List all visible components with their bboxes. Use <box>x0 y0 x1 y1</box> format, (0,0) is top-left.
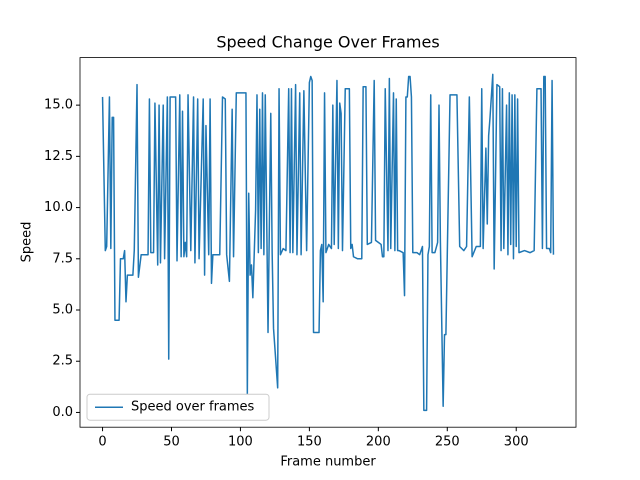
x-tick-label: 250 <box>435 435 460 450</box>
line <box>101 73 555 412</box>
y-tick-label: 12.5 <box>44 149 73 164</box>
x-tick-label: 300 <box>504 435 529 450</box>
y-axis-label: Speed <box>20 222 35 263</box>
chart-title: Speed Change Over Frames <box>216 33 439 52</box>
x-axis-label: Frame number <box>280 455 376 470</box>
y-tick-label: 10.0 <box>44 200 73 215</box>
x-tick-label: 50 <box>163 435 180 450</box>
legend-box <box>86 393 270 421</box>
legend-label: Speed over frames <box>131 400 255 415</box>
x-tick-label: 0 <box>98 435 106 450</box>
plot-frame <box>79 57 577 428</box>
y-tick-label: 5.0 <box>52 303 73 318</box>
y-tick-label: 2.5 <box>52 354 73 369</box>
y-tick-label: 0.0 <box>52 405 73 420</box>
x-tick-label: 200 <box>366 435 391 450</box>
x-tick-label: 100 <box>228 435 253 450</box>
x-tick-label: 150 <box>297 435 322 450</box>
y-tick-label: 15.0 <box>44 98 73 113</box>
y-tick-label: 7.5 <box>52 251 73 266</box>
